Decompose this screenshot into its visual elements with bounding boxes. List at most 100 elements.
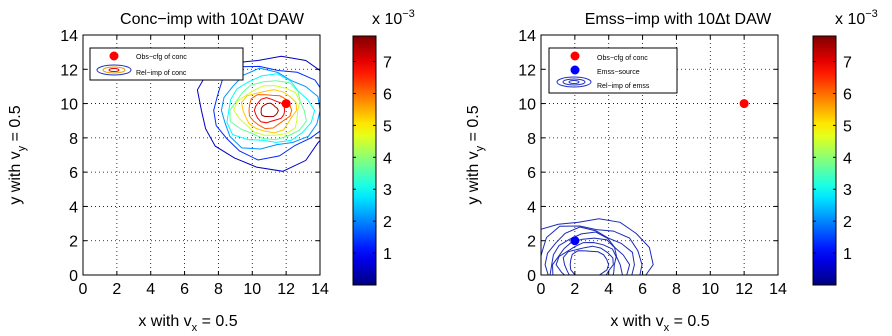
contour-line (213, 65, 320, 161)
colorbar-tick-label: 6 (383, 86, 392, 103)
colorbar-tick-label: 7 (843, 55, 852, 72)
contour-line (562, 245, 614, 275)
right-xlabel: x with vx = 0.5 (610, 313, 709, 334)
contour-line (551, 237, 623, 275)
contour-line (549, 231, 631, 275)
contour-line (196, 55, 320, 172)
left-colorbar-ticks: 1 2 3 4 5 6 7 (353, 55, 392, 263)
left-colorbar-multiplier: x 10−3 (372, 8, 415, 28)
right-points (570, 99, 749, 246)
left-colorbar-gradient (352, 35, 377, 286)
x-tick-label: 14 (769, 281, 787, 298)
contour-line (555, 241, 617, 275)
colorbar-tick-label: 4 (383, 150, 392, 167)
x-tick-label: 0 (537, 281, 546, 298)
x-tick-label: 12 (735, 281, 753, 298)
colorbar-tick-label: 3 (383, 182, 392, 199)
colorbar-tick-label: 3 (843, 182, 852, 199)
right-contour-clip (541, 218, 654, 275)
data-point (281, 99, 291, 109)
y-tick-label: 10 (518, 97, 536, 114)
left-x-ticks: 0 2 4 6 8 10 12 14 (79, 35, 329, 298)
right-colorbar-multiplier: x 10−3 (835, 8, 878, 28)
right-legend-contour-icon (556, 76, 592, 88)
y-tick-label: 14 (60, 28, 78, 45)
left-xlabel: x with vx = 0.5 (138, 313, 237, 334)
colorbar-tick-label: 5 (843, 118, 852, 135)
right-plot-frame (540, 34, 779, 276)
left-chart-panel: Conc−imp with 10Δt DAW 0 2 4 6 8 10 12 14 0 2 4 6 8… (7, 11, 329, 334)
left-legend-rel-label: Rel−imp of conc (136, 70, 187, 77)
contour-line (260, 102, 279, 118)
left-legend-obs-label: Obs−cfg of conc (136, 54, 187, 61)
data-point (570, 236, 580, 246)
right-y-ticks: 0 2 4 6 8 10 12 14 (518, 28, 778, 285)
contour-line (229, 80, 307, 141)
right-x-ticks: 0 2 4 6 8 10 12 14 (537, 35, 787, 298)
y-tick-label: 0 (69, 268, 78, 285)
colorbar-tick-label: 2 (383, 214, 392, 231)
right-legend: Obs−cfg of conc Emss−source Rel−imp of e… (548, 47, 678, 94)
x-tick-label: 0 (79, 281, 88, 298)
left-legend-contour-icon (96, 64, 132, 76)
x-tick-label: 2 (112, 281, 121, 298)
right-legend-source-label: Emss−source (597, 69, 640, 76)
right-legend-rel-label: Rel−imp of emss (597, 83, 650, 90)
left-legend-obs-marker (109, 51, 119, 61)
right-legend-source-marker (570, 65, 580, 75)
right-colorbar-ticks: 1 2 3 4 5 6 7 (813, 55, 852, 263)
right-legend-box (548, 47, 678, 94)
contour-line (248, 94, 293, 130)
y-tick-label: 2 (527, 234, 536, 251)
left-y-ticks: 0 2 4 6 8 10 12 14 (60, 28, 320, 285)
left-contours (196, 55, 320, 172)
y-tick-label: 8 (69, 131, 78, 148)
left-ylabel: y with vy = 0.5 (7, 105, 28, 204)
y-tick-label: 12 (60, 62, 78, 79)
right-legend-obs-marker (570, 51, 580, 61)
colorbar-tick-label: 5 (383, 118, 392, 135)
colorbar-tick-label: 6 (843, 86, 852, 103)
right-chart-panel: Emss−imp with 10Δt DAW 0 2 4 6 8 10 12 14 0 2 4 6 8… (465, 11, 787, 334)
contour-line (233, 85, 301, 136)
x-tick-label: 14 (311, 281, 329, 298)
y-tick-label: 4 (527, 199, 536, 216)
left-legend: Obs−cfg of conc Rel−imp of conc (89, 47, 244, 81)
right-chart-title: Emss−imp with 10Δt DAW (585, 11, 772, 28)
right-legend-obs-label: Obs−cfg of conc (597, 55, 648, 62)
x-tick-label: 10 (243, 281, 261, 298)
left-plot-frame (82, 34, 321, 276)
x-tick-label: 4 (604, 281, 613, 298)
right-contours (541, 218, 654, 275)
colorbar-tick-label: 7 (383, 55, 392, 72)
colorbar-tick-label: 1 (383, 246, 392, 263)
y-tick-label: 14 (518, 28, 536, 45)
x-tick-label: 8 (672, 281, 681, 298)
right-colorbar-gradient (812, 35, 837, 286)
left-contour-clip (196, 55, 320, 172)
colorbar-tick-label: 2 (843, 214, 852, 231)
colorbar-tick-label: 4 (843, 150, 852, 167)
x-tick-label: 8 (214, 281, 223, 298)
x-tick-label: 6 (638, 281, 647, 298)
y-tick-label: 0 (527, 268, 536, 285)
contour-line (541, 218, 654, 275)
contour-line (226, 73, 316, 143)
right-ylabel: y with vy = 0.5 (465, 105, 486, 204)
y-tick-label: 8 (527, 131, 536, 148)
contour-line (253, 97, 286, 124)
contour-line (569, 250, 610, 275)
x-tick-label: 10 (701, 281, 719, 298)
y-tick-label: 4 (69, 199, 78, 216)
y-tick-label: 6 (527, 165, 536, 182)
x-tick-label: 4 (146, 281, 155, 298)
left-colorbar: 1 2 3 4 5 6 7 x 10−3 (352, 8, 415, 286)
y-tick-label: 2 (69, 234, 78, 251)
x-tick-label: 2 (570, 281, 579, 298)
data-point (739, 99, 749, 109)
left-points (281, 99, 291, 109)
contour-line (220, 67, 320, 150)
contour-line (541, 225, 643, 275)
y-tick-label: 10 (60, 97, 78, 114)
